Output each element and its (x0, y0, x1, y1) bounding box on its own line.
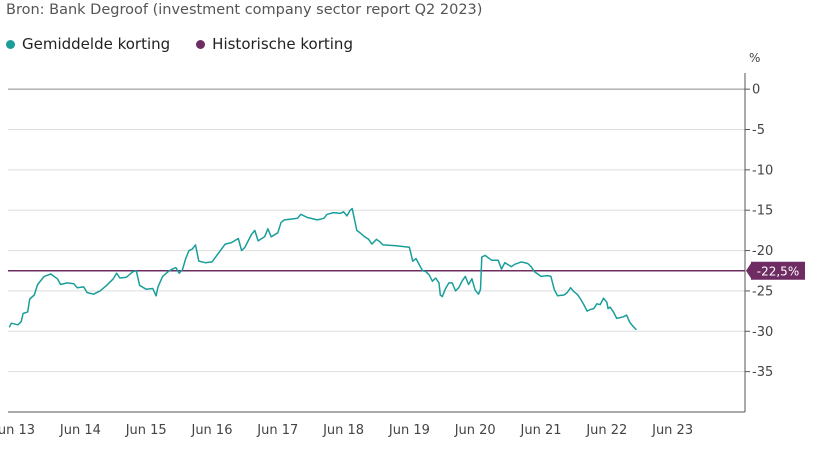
tick-label-x: Jun 16 (190, 423, 232, 438)
annotation-badge-label: -22,5% (757, 264, 799, 278)
tick-label-y: -35 (752, 365, 773, 380)
tick-label-x: Jun 19 (388, 423, 430, 438)
annotation-badge-arrow (746, 261, 752, 280)
tick-label-y: -5 (752, 123, 765, 138)
legend-label-historische: Historische korting (212, 35, 353, 53)
tick-label-y: 0 (752, 83, 760, 98)
chart-legend: Gemiddelde korting Historische korting (6, 35, 353, 53)
tick-label-y: -30 (752, 325, 773, 340)
legend-label-gemiddelde: Gemiddelde korting (22, 35, 171, 53)
legend-swatch-historische (196, 39, 206, 49)
series-line-gemiddelde-korting (8, 207, 637, 331)
tick-label-x: Jun 14 (59, 423, 101, 438)
axis-unit-label: % (749, 51, 760, 65)
legend-item-historische: Historische korting (196, 35, 353, 53)
tick-label-y: -10 (752, 163, 773, 178)
annotation-badge (751, 261, 805, 280)
chart-source: Bron: Bank Degroof (investment company s… (6, 2, 483, 18)
legend-item-gemiddelde: Gemiddelde korting (6, 35, 170, 53)
tick-label-x: Jun 22 (585, 423, 627, 438)
tick-label-x: Jun 21 (520, 423, 562, 438)
tick-label-y: -25 (752, 284, 773, 299)
tick-label-x: Jun 23 (651, 423, 693, 438)
tick-label-y: -15 (752, 204, 773, 219)
tick-label-x: Jun 18 (322, 423, 364, 438)
tick-label-y: -20 (752, 244, 773, 259)
tick-label-x: Jun 17 (256, 423, 298, 438)
tick-label-x: Jun 13 (0, 423, 35, 438)
tick-label-x: Jun 15 (125, 423, 167, 438)
tick-label-x: Jun 20 (454, 423, 496, 438)
legend-swatch-gemiddelde (6, 39, 15, 49)
